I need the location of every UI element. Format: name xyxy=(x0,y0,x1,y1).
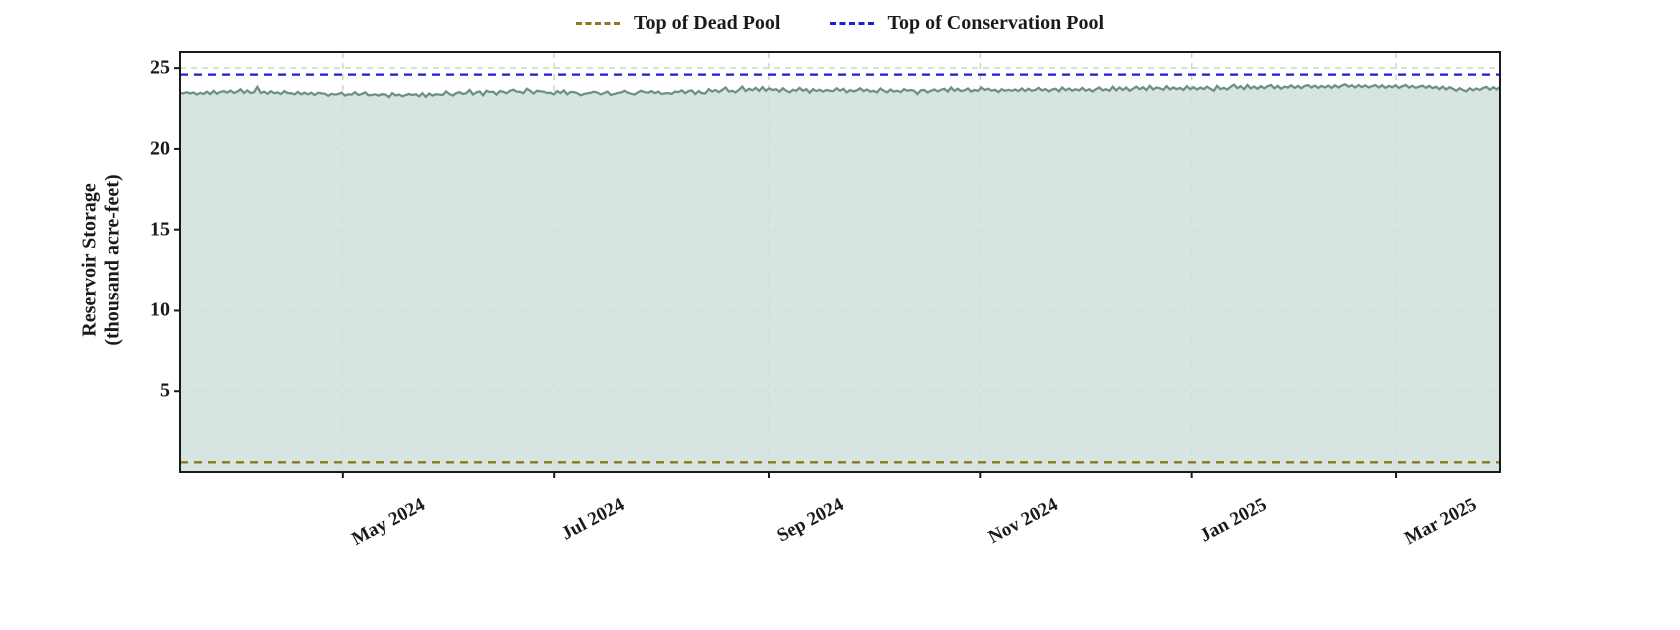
legend-label: Top of Conservation Pool xyxy=(888,12,1105,35)
chart-container: Top of Dead Pool Top of Conservation Poo… xyxy=(0,0,1680,630)
legend: Top of Dead Pool Top of Conservation Poo… xyxy=(0,8,1680,35)
y-tick-label: 5 xyxy=(110,380,170,403)
legend-swatch-conservation-pool xyxy=(830,22,874,25)
y-tick-label: 20 xyxy=(110,137,170,160)
legend-swatch-dead-pool xyxy=(576,22,620,25)
legend-item-conservation-pool: Top of Conservation Pool xyxy=(830,12,1105,35)
y-tick-label: 10 xyxy=(110,299,170,322)
y-tick-label: 25 xyxy=(110,57,170,80)
legend-item-dead-pool: Top of Dead Pool xyxy=(576,12,781,35)
legend-label: Top of Dead Pool xyxy=(634,12,781,35)
y-tick-label: 15 xyxy=(110,218,170,241)
